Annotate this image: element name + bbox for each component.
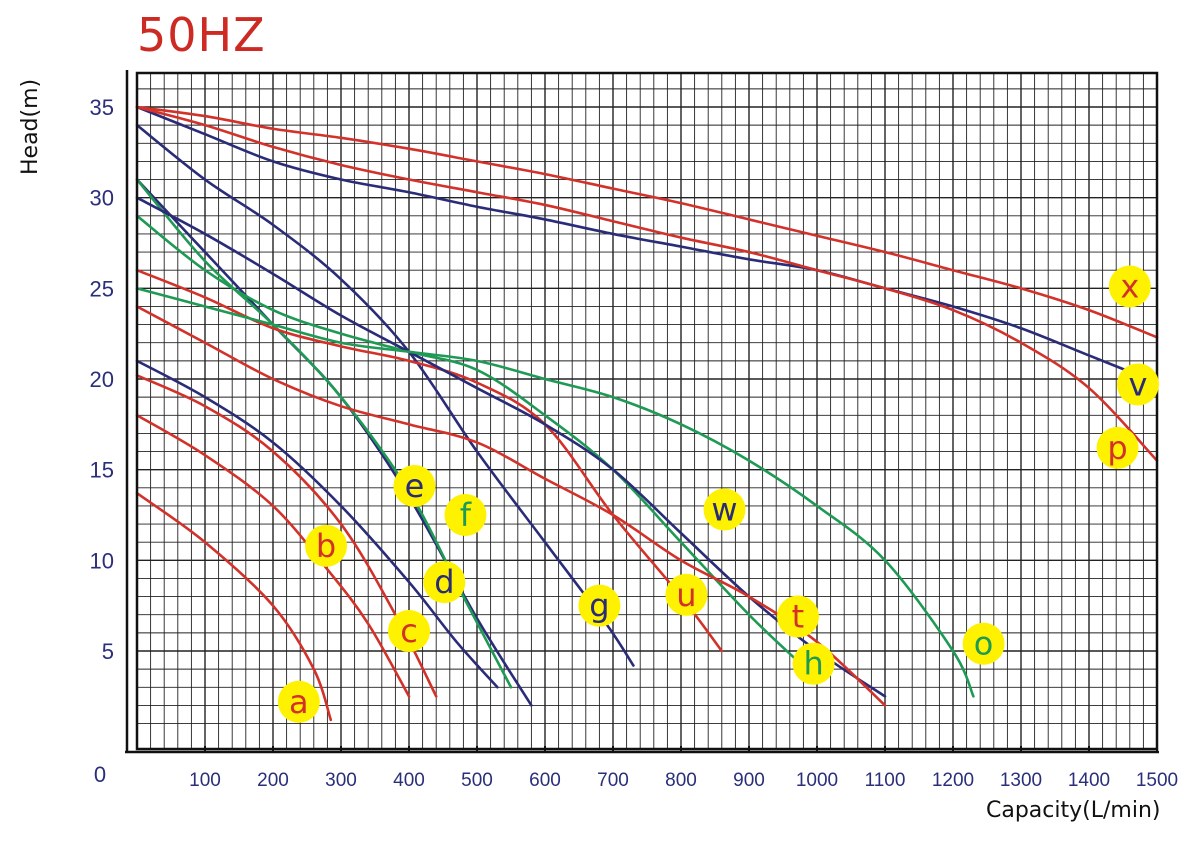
curve-label-o: o: [962, 622, 1005, 665]
curve-label-text: o: [974, 625, 994, 663]
x-tick-label: 300: [325, 770, 357, 791]
x-tick-label: 1200: [932, 770, 974, 791]
curves: [135, 105, 1159, 722]
curve-label-text: x: [1120, 268, 1139, 306]
curve-label-badge: [393, 464, 436, 507]
chart-title: 50HZ: [137, 8, 266, 62]
x-tick-label: 700: [597, 770, 629, 791]
x-tick-label: 1300: [1000, 770, 1042, 791]
plot-frame: [135, 71, 1159, 751]
curve-label-p: p: [1096, 426, 1139, 469]
origin-label: 0: [94, 762, 106, 787]
curve-label-badge: [962, 622, 1005, 665]
grid: [137, 73, 1157, 749]
curve-label-badge: [1096, 426, 1139, 469]
x-tick-label: 600: [529, 770, 561, 791]
curve-p: [135, 105, 1159, 462]
curve-d: [135, 359, 499, 689]
x-tick-label: 1100: [865, 770, 906, 791]
y-tick-label: 15: [90, 458, 114, 483]
curve-label-badge: [1108, 265, 1151, 308]
x-tick-label: 500: [461, 770, 493, 791]
curve-label-badge: [578, 584, 621, 627]
x-tick-label: 900: [733, 770, 765, 791]
curve-label-c: c: [388, 610, 430, 653]
curve-b: [135, 413, 411, 698]
curve-label-text: w: [711, 491, 737, 529]
x-tick-label: 1000: [796, 770, 838, 791]
curve-label-u: u: [665, 573, 708, 616]
curve-label-badge: [277, 680, 320, 723]
curve-label-w: w: [703, 488, 746, 531]
curve-label-badge: [388, 610, 430, 653]
x-tick-label: 200: [257, 770, 289, 791]
curve-labels: a b cd ef g u w th o x vp: [277, 265, 1159, 723]
x-tick-label: 800: [665, 770, 697, 791]
y-tick-label: 30: [90, 186, 114, 211]
curve-label-text: t: [792, 598, 805, 636]
curve-label-text: c: [400, 612, 418, 650]
curve-label-t: t: [776, 595, 819, 638]
curve-label-text: a: [289, 683, 309, 721]
curve-label-a: a: [277, 680, 320, 723]
x-tick-label: 400: [393, 770, 425, 791]
curve-label-text: h: [803, 645, 823, 683]
x-axis-label: Capacity(L/min): [986, 798, 1161, 823]
curve-label-text: p: [1107, 429, 1127, 467]
curve-label-text: v: [1128, 365, 1147, 403]
curve-o: [135, 287, 975, 698]
curve-label-badge: [305, 524, 348, 567]
curve-label-badge: [423, 561, 466, 604]
curve-label-badge: [792, 642, 835, 685]
curve-x: [135, 105, 1159, 339]
curve-f: [135, 178, 513, 689]
curve-label-badge: [703, 488, 746, 531]
curve-label-b: b: [305, 524, 348, 567]
curve-label-text: d: [434, 563, 454, 601]
curve-label-e: e: [393, 464, 436, 507]
curve-label-badge: [776, 595, 819, 638]
curve-a: [135, 491, 333, 722]
curve-label-f: f: [444, 494, 487, 536]
curve-label-text: u: [676, 576, 696, 614]
x-tick-label: 1400: [1068, 770, 1110, 791]
curve-label-badge: [1116, 363, 1159, 406]
curve-label-text: e: [405, 467, 425, 505]
curve-label-text: b: [316, 527, 336, 565]
curve-label-text: g: [589, 587, 609, 625]
curve-label-d: d: [423, 561, 466, 604]
curve-label-text: f: [460, 496, 472, 534]
tick-labels: 100 200 300 400 500 600 700 800 900 1000 1100 1200 1…: [90, 95, 1179, 791]
curve-label-badge: [665, 573, 708, 616]
y-tick-label: 25: [90, 276, 114, 301]
curve-label-g: g: [578, 584, 621, 627]
curve-label-badge: [444, 494, 487, 536]
curve-v: [135, 105, 1159, 384]
y-tick-label: 5: [102, 639, 114, 664]
x-tick-label: 1500: [1136, 770, 1178, 791]
axes: [125, 70, 1159, 754]
y-tick-label: 35: [90, 95, 114, 120]
y-tick-label: 20: [90, 367, 114, 392]
curve-label-x: x: [1108, 265, 1151, 308]
curve-label-h: h: [792, 642, 835, 685]
y-tick-label: 10: [90, 548, 114, 573]
curve-w: [135, 196, 887, 698]
curve-label-v: v: [1116, 363, 1159, 406]
x-tick-label: 100: [189, 770, 221, 791]
curve-h: [135, 214, 798, 662]
curve-t: [135, 305, 887, 707]
